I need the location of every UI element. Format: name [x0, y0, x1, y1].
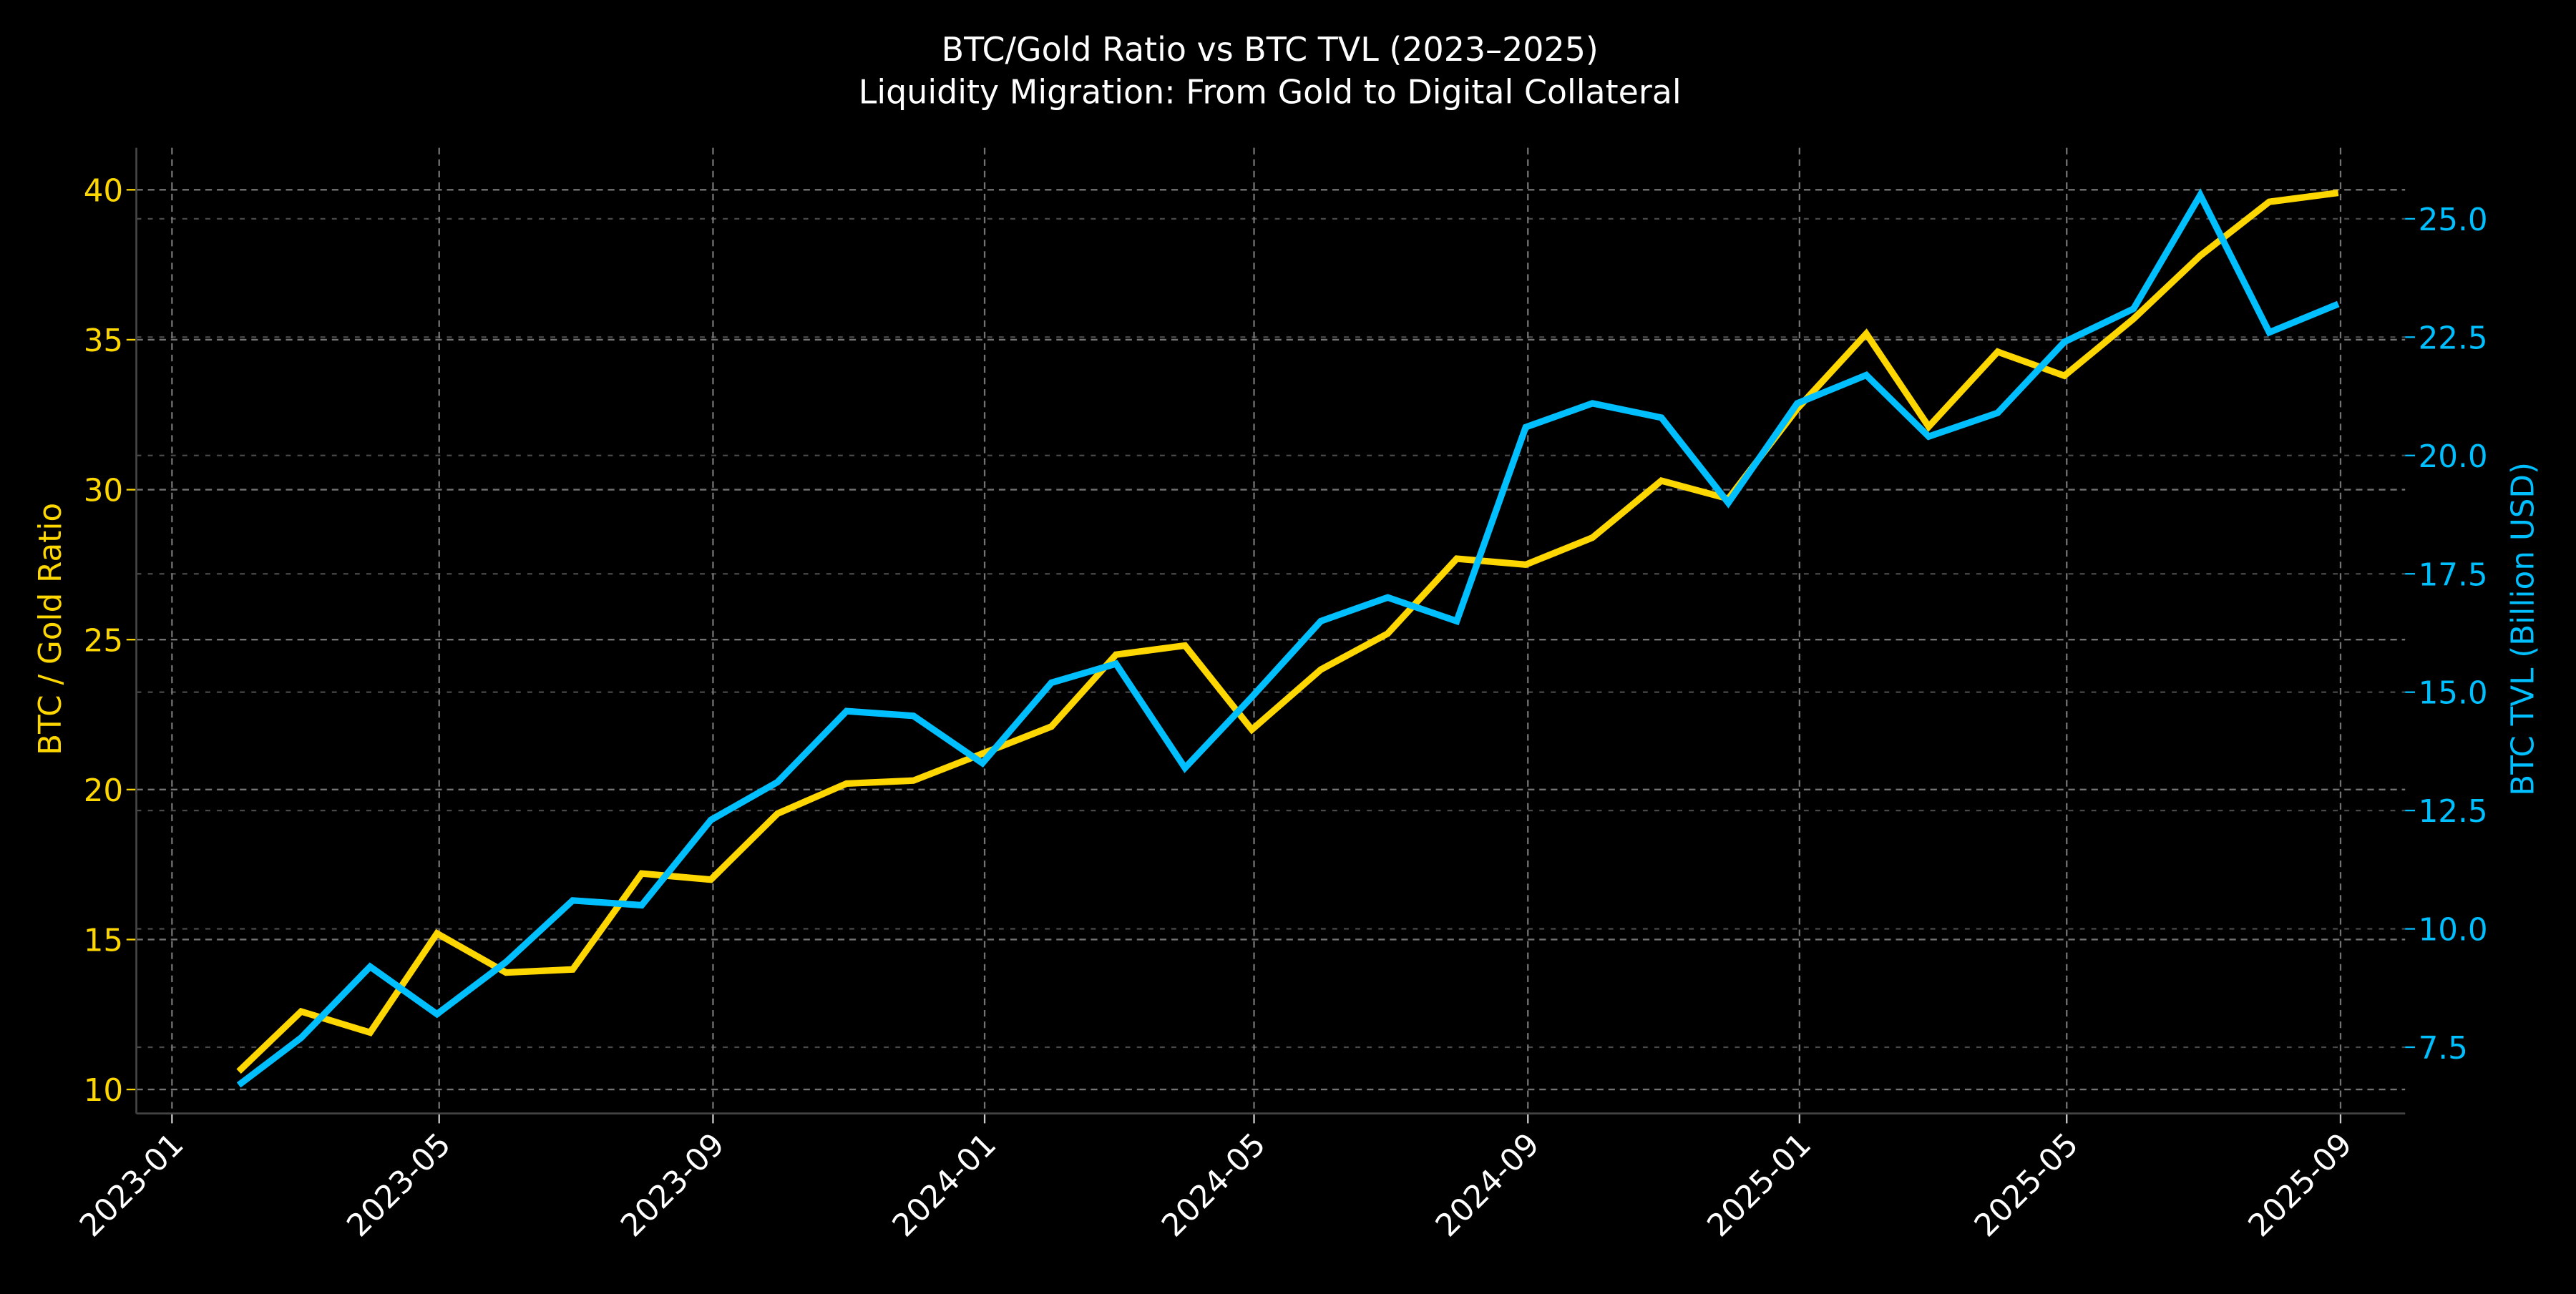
- right-y-tick-label: 22.5: [2419, 320, 2488, 356]
- left-y-tick-label: 10: [84, 1073, 124, 1109]
- right-y-tick-label: 17.5: [2419, 557, 2488, 593]
- grid: [136, 147, 2406, 1114]
- x-tick-label: 2024-01: [886, 1127, 1003, 1244]
- x-tick-label: 2023-05: [341, 1127, 458, 1244]
- chart-subtitle: Liquidity Migration: From Gold to Digita…: [859, 73, 1682, 112]
- x-tick-label: 2025-09: [2242, 1127, 2359, 1244]
- left-y-tick-label: 20: [84, 773, 124, 809]
- left-y-tick-label: 35: [84, 323, 124, 359]
- left-y-tick-label: 30: [84, 474, 124, 509]
- right-y-tick-label: 20.0: [2419, 439, 2488, 475]
- x-tick-label: 2024-05: [1155, 1127, 1272, 1244]
- right-y-tick-label: 15.0: [2419, 676, 2488, 712]
- x-tick-label: 2025-01: [1701, 1127, 1818, 1244]
- right-y-tick-label: 25.0: [2419, 202, 2488, 238]
- btc-tvl-series-line: [236, 188, 2340, 1088]
- left-y-tick-label: 40: [84, 173, 124, 209]
- left-axis-label: BTC / Gold Ratio: [33, 503, 69, 755]
- x-tick-label: 2023-09: [614, 1127, 731, 1244]
- btc-gold-ratio-series-line: [236, 189, 2339, 1074]
- series-lines: [236, 188, 2340, 1088]
- left-y-tick-label: 25: [84, 623, 124, 659]
- chart-title: BTC/Gold Ratio vs BTC TVL (2023–2025): [942, 30, 1599, 69]
- right-axis-label: BTC TVL (Billion USD): [2505, 462, 2541, 796]
- right-y-tick-label: 12.5: [2419, 794, 2488, 830]
- axes: [126, 147, 2415, 1124]
- x-tick-label: 2023-01: [73, 1127, 190, 1244]
- x-tick-label: 2025-05: [1968, 1127, 2085, 1244]
- right-y-tick-label: 7.5: [2419, 1031, 2468, 1067]
- right-y-tick-label: 10.0: [2419, 913, 2488, 949]
- x-tick-label: 2024-09: [1429, 1127, 1546, 1244]
- left-y-tick-label: 15: [84, 923, 124, 959]
